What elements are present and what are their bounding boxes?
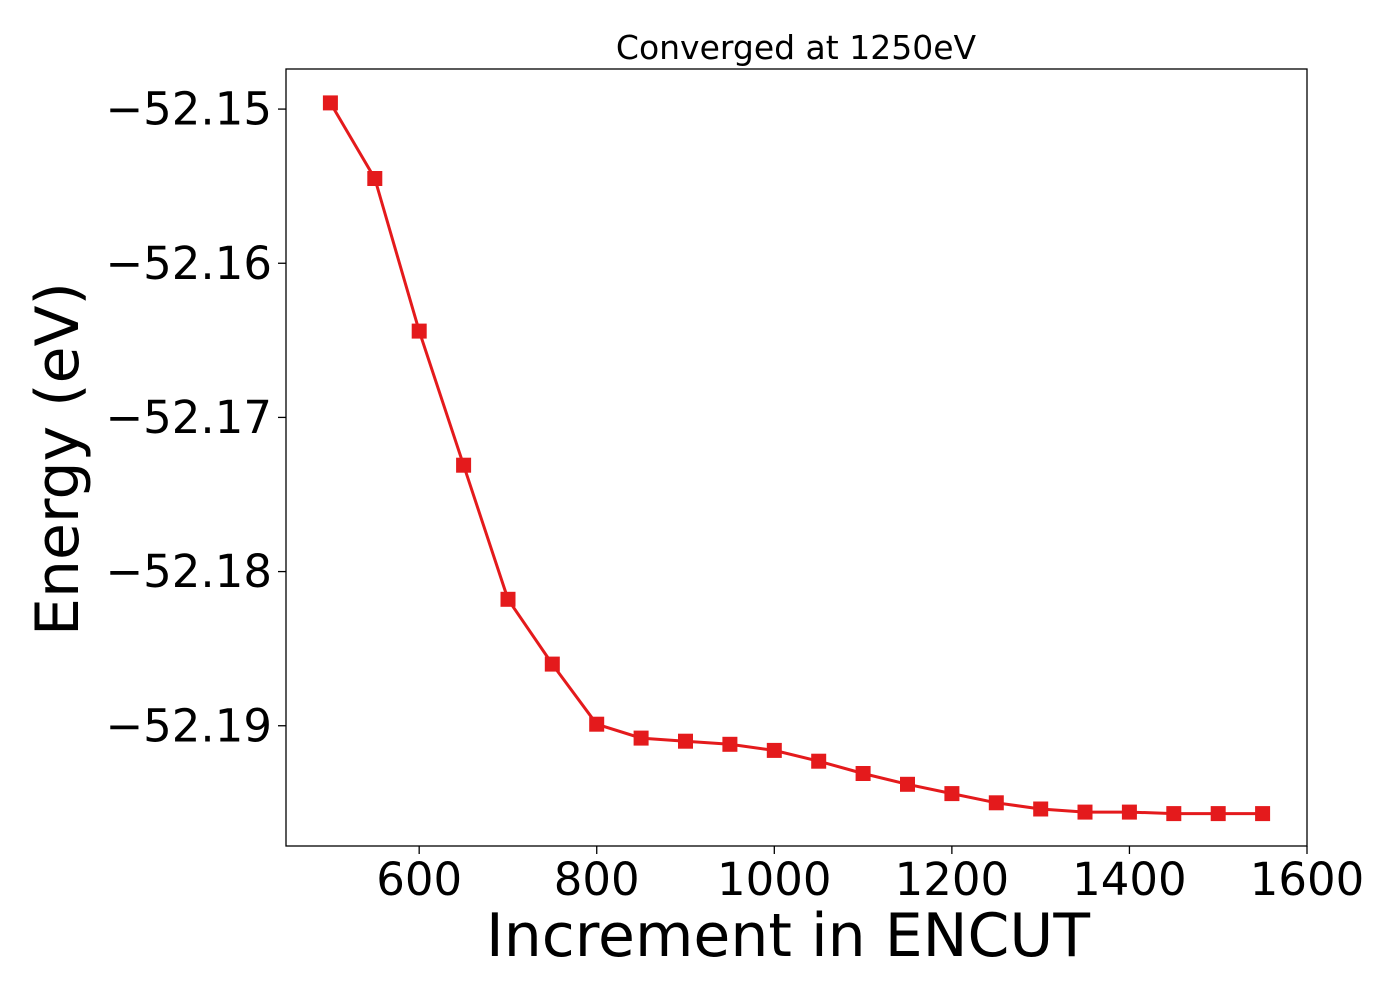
data-point-marker bbox=[678, 733, 693, 749]
y-tick-label: −52.15 bbox=[105, 83, 272, 136]
data-point-marker bbox=[633, 730, 649, 746]
x-tick-label: 600 bbox=[376, 853, 462, 906]
data-point-marker bbox=[900, 776, 915, 792]
x-tick-label: 1600 bbox=[1250, 853, 1365, 906]
y-tick-label: −52.16 bbox=[105, 237, 272, 290]
data-point-marker bbox=[1121, 804, 1137, 820]
data-point-marker bbox=[811, 753, 827, 769]
data-point-marker bbox=[411, 323, 427, 339]
data-point-marker bbox=[1210, 806, 1226, 822]
x-tick-label: 1000 bbox=[717, 853, 832, 906]
x-axis-title: Increment in ENCUT bbox=[486, 901, 1090, 971]
y-axis-title: Energy (eV) bbox=[23, 282, 93, 636]
data-point-marker bbox=[766, 742, 782, 758]
data-point-marker bbox=[722, 736, 738, 752]
data-point-marker bbox=[944, 786, 960, 802]
x-tick-label: 1200 bbox=[895, 853, 1010, 906]
x-axis-ticks: 600 800 1000 1200 1400 1600 bbox=[376, 846, 1364, 906]
data-point-marker bbox=[589, 716, 605, 732]
data-point-marker bbox=[1077, 804, 1093, 820]
data-point-marker bbox=[456, 457, 472, 473]
data-point-marker bbox=[855, 766, 871, 781]
data-point-marker bbox=[367, 171, 383, 186]
data-point-marker bbox=[500, 591, 516, 607]
x-tick-label: 800 bbox=[554, 853, 640, 906]
y-tick-label: −52.18 bbox=[105, 545, 272, 598]
y-axis-ticks: −52.15 −52.16 −52.17 −52.18 −52.19 bbox=[105, 83, 286, 752]
data-point-marker bbox=[1033, 801, 1049, 817]
series-line bbox=[329, 102, 1263, 816]
plot-frame bbox=[285, 68, 1308, 847]
data-point-marker bbox=[1166, 806, 1182, 822]
data-point-marker bbox=[1255, 806, 1271, 822]
data-point-marker bbox=[544, 656, 560, 672]
y-tick-label: −52.19 bbox=[105, 699, 272, 752]
series-markers bbox=[322, 95, 1271, 822]
chart-title: Converged at 1250eV bbox=[616, 28, 977, 67]
data-point-marker bbox=[322, 95, 338, 111]
x-tick-label: 1400 bbox=[1072, 853, 1187, 906]
data-point-marker bbox=[988, 795, 1004, 811]
y-tick-label: −52.17 bbox=[105, 391, 272, 444]
